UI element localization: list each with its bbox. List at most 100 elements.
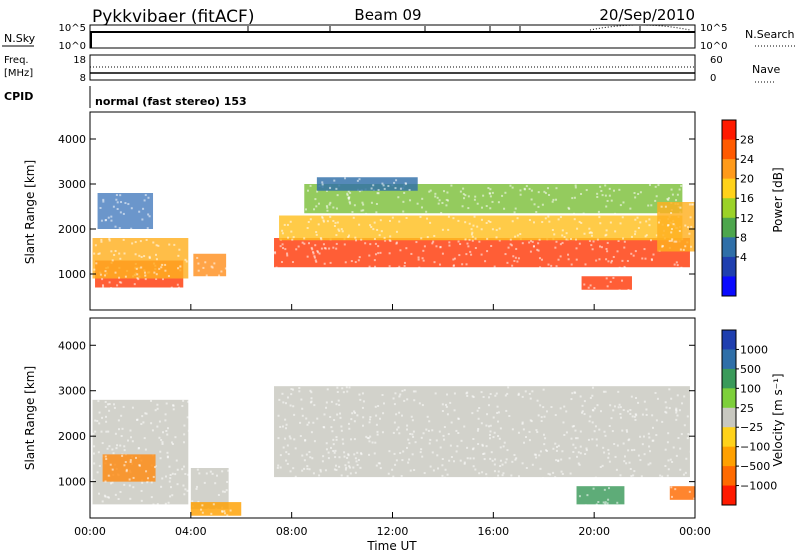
power-speckle [612,276,615,279]
velocity-speckle [619,412,622,415]
velocity-speckle [414,441,417,444]
velocity-speckle [183,465,186,468]
power-speckle [286,254,289,257]
velocity-speckle [543,443,546,446]
power-speckle [529,250,532,253]
velocity-speckle [96,471,99,474]
velocity-speckle [403,399,406,402]
power-speckle [144,278,147,281]
power-speckle [334,221,337,224]
power-speckle [511,186,514,189]
power-speckle [317,223,320,226]
power-speckle [557,218,560,221]
velocity-speckle [371,441,374,444]
velocity-speckle [641,443,644,446]
power-speckle [469,250,472,253]
power-speckle [375,202,378,205]
velocity-speckle [312,472,315,475]
velocity-speckle [493,431,496,434]
power-speckle [464,194,467,197]
power-speckle [155,277,158,280]
power-speckle [574,186,577,189]
velocity-speckle [501,463,504,466]
x-tick-label: 00:00 [74,525,106,538]
power-speckle [688,203,691,206]
velocity-speckle [693,497,696,500]
power-speckle [336,194,339,197]
velocity-speckle [117,419,120,422]
velocity-speckle [446,413,449,416]
velocity-speckle [537,414,540,417]
velocity-speckle [104,455,107,458]
velocity-speckle [170,441,173,444]
velocity-speckle [579,430,582,433]
velocity-speckle [299,434,302,437]
nave-tick-top: 60 [710,55,723,66]
power-speckle [315,233,318,236]
power-speckle [362,203,365,206]
velocity-speckle [593,407,596,410]
velocity-speckle [630,449,633,452]
velocity-speckle [437,467,440,470]
power-speckle [351,210,354,213]
power-speckle [470,233,473,236]
power-speckle [593,286,596,289]
velocity-speckle [358,393,361,396]
velocity-speckle [336,386,339,389]
power-speckle [552,198,555,201]
nave-label: Nave [752,63,780,76]
velocity-speckle [221,510,224,513]
velocity-speckle [152,503,155,506]
velocity-speckle [408,458,411,461]
velocity-speckle [309,389,312,392]
power-speckle [679,206,682,209]
power-speckle [559,243,562,246]
velocity-speckle [450,455,453,458]
power-speckle [347,236,350,239]
velocity-speckle [323,413,326,416]
velocity-speckle [392,397,395,400]
velocity-speckle [513,453,516,456]
velocity-speckle [294,447,297,450]
power-speckle [445,204,448,207]
velocity-speckle [536,399,539,402]
velocity-speckle [489,392,492,395]
velocity-speckle [521,421,524,424]
velocity-speckle [561,450,564,453]
velocity-speckle [618,403,621,406]
power-speckle [632,254,635,257]
velocity-speckle [387,472,390,475]
power-speckle [356,179,359,182]
velocity-speckle [301,454,304,457]
power-speckle [197,269,200,272]
velocity-speckle [150,399,153,402]
velocity-speckle [602,446,605,449]
velocity-speckle [471,448,474,451]
velocity-speckle [446,393,449,396]
power-speckle [622,201,625,204]
velocity-speckle [595,438,598,441]
power-speckle [291,238,294,241]
power-speckle [471,231,474,234]
power-speckle [380,230,383,233]
velocity-speckle [531,463,534,466]
velocity-speckle [171,472,174,475]
power-cbar-segment [722,178,736,199]
power-speckle [397,196,400,199]
velocity-speckle [541,477,544,480]
velocity-speckle [555,449,558,452]
power-speckle [667,224,670,227]
power-speckle [599,185,602,188]
velocity-speckle [471,395,474,398]
velocity-speckle [341,438,344,441]
power-speckle [568,207,571,210]
velocity-speckle [664,410,667,413]
power-speckle [476,202,479,205]
power-speckle [158,267,161,270]
velocity-speckle [319,470,322,473]
velocity-speckle [96,419,99,422]
velocity-speckle [309,456,312,459]
velocity-speckle [111,448,114,451]
power-speckle [441,252,444,255]
